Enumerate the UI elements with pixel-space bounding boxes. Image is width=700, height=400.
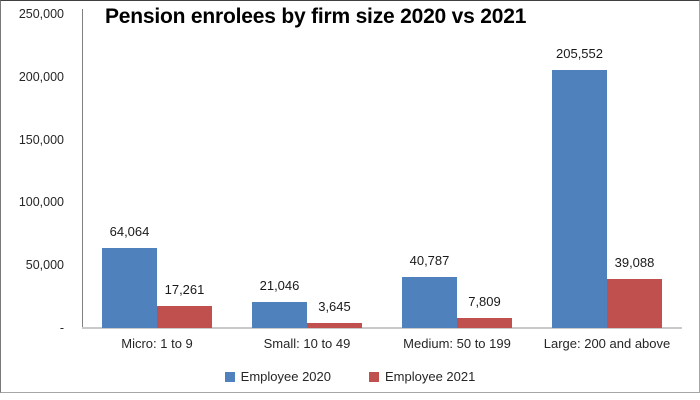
y-axis-line xyxy=(82,9,83,328)
bar-value-label: 3,645 xyxy=(318,299,351,314)
y-tick-label: 50,000 xyxy=(25,258,64,273)
bar-2021 xyxy=(307,323,362,328)
legend-swatch-icon xyxy=(369,371,379,382)
chart-title: Pension enrolees by firm size 2020 vs 20… xyxy=(105,5,527,28)
y-tick-label: 100,000 xyxy=(18,195,64,210)
category-label: Small: 10 to 49 xyxy=(263,336,351,351)
bar-2020 xyxy=(402,277,457,328)
bar-value-label: 17,261 xyxy=(164,282,205,297)
bar-value-label: 40,787 xyxy=(409,253,450,268)
legend-label: Employee 2020 xyxy=(240,369,331,384)
legend-label: Employee 2021 xyxy=(385,369,476,384)
bar-2021 xyxy=(607,279,662,328)
bar-value-label: 7,809 xyxy=(468,294,501,309)
y-tick-label: 250,000 xyxy=(18,7,64,21)
bar-2021 xyxy=(457,318,512,328)
bar-2020 xyxy=(552,70,607,328)
legend-item: Employee 2020 xyxy=(224,369,331,384)
bar-2020 xyxy=(252,302,307,328)
y-tick-label: 150,000 xyxy=(18,132,64,147)
y-tick-label: - xyxy=(59,321,64,335)
legend: Employee 2020 Employee 2021 xyxy=(0,369,700,384)
bar-value-label: 64,064 xyxy=(109,224,150,239)
bar-value-label: 205,552 xyxy=(556,46,603,61)
y-tick-label: 200,000 xyxy=(18,69,64,84)
x-axis-baseline xyxy=(82,327,682,329)
legend-item: Employee 2021 xyxy=(369,369,475,384)
bar-2020 xyxy=(102,248,157,328)
bar-value-label: 39,088 xyxy=(614,255,655,270)
category-label: Micro: 1 to 9 xyxy=(121,336,193,351)
legend-swatch-icon xyxy=(224,371,235,382)
bar-2021 xyxy=(157,306,212,328)
category-label: Medium: 50 to 199 xyxy=(403,336,511,351)
category-label: Large: 200 and above xyxy=(543,336,671,351)
bar-value-label: 21,046 xyxy=(259,278,300,293)
